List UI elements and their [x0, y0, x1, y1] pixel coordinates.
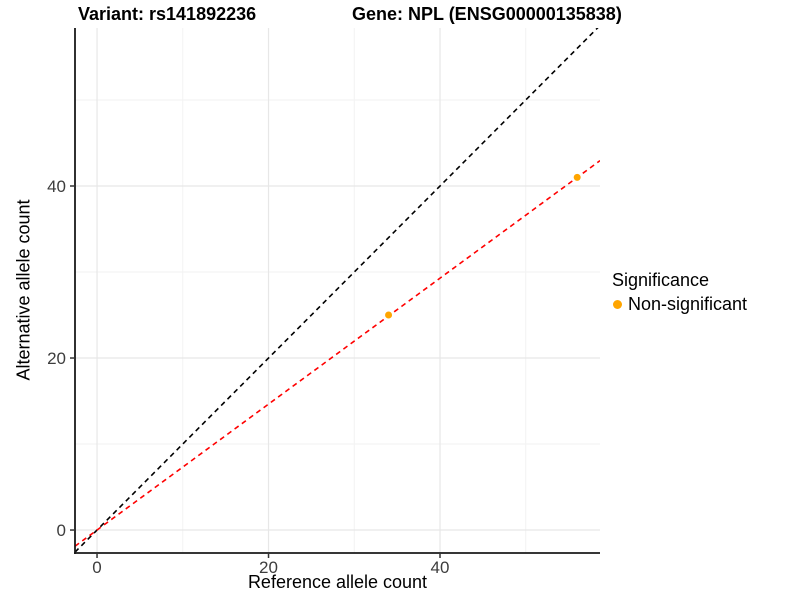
- fit-line: [75, 160, 600, 547]
- x-tick-label: 0: [92, 558, 101, 577]
- y-axis-title: Alternative allele count: [13, 199, 34, 381]
- legend-title: Significance: [612, 270, 710, 290]
- legend-item-label: Non-significant: [628, 294, 748, 314]
- data-point: [385, 311, 393, 319]
- plot-title-gene: Gene: NPL (ENSG00000135838): [352, 4, 622, 24]
- x-axis-title: Reference allele count: [247, 572, 428, 592]
- y-tick-label: 20: [47, 349, 66, 368]
- y-tick-label: 0: [57, 521, 66, 540]
- legend: Significance Non-significant: [612, 270, 747, 315]
- legend-point-icon: [613, 300, 622, 309]
- x-tick-label: 20: [259, 558, 278, 577]
- data-point: [573, 173, 581, 181]
- legend-item-non-significant: Non-significant: [612, 294, 747, 315]
- y-tick-label: 40: [47, 177, 66, 196]
- identity-line: [75, 28, 599, 553]
- plot-title-variant: Variant: rs141892236: [78, 4, 257, 24]
- x-tick-label: 40: [431, 558, 450, 577]
